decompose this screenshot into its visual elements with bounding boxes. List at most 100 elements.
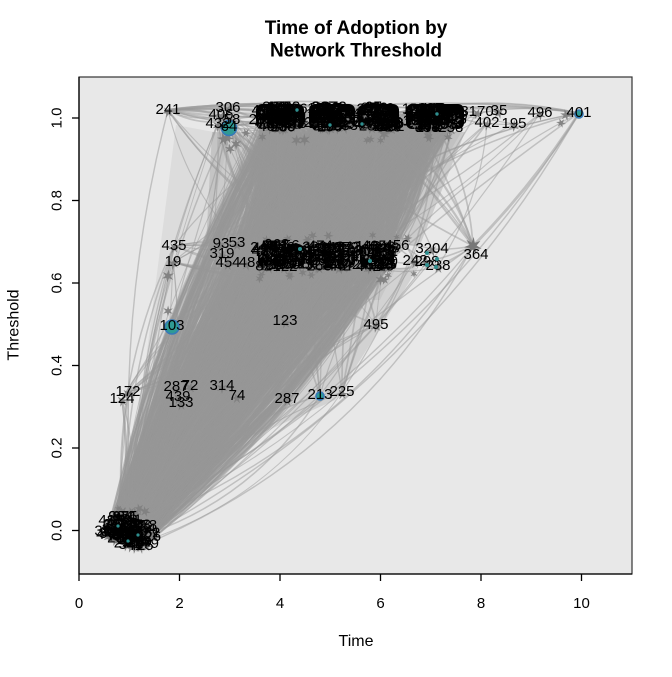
svg-text:207: 207 <box>336 111 361 128</box>
svg-text:413: 413 <box>283 246 308 263</box>
svg-text:394: 394 <box>271 251 296 268</box>
svg-text:975: 975 <box>112 508 137 525</box>
svg-text:233: 233 <box>408 101 433 118</box>
svg-text:99: 99 <box>108 508 125 525</box>
svg-text:419: 419 <box>367 112 392 129</box>
svg-text:424: 424 <box>404 103 429 120</box>
svg-text:349: 349 <box>432 109 457 126</box>
svg-text:103: 103 <box>159 317 184 334</box>
svg-text:472: 472 <box>417 118 442 135</box>
svg-text:142: 142 <box>418 105 443 122</box>
svg-text:351: 351 <box>318 102 343 119</box>
svg-text:54: 54 <box>377 248 394 265</box>
svg-text:0.6: 0.6 <box>49 273 66 294</box>
svg-text:183: 183 <box>432 116 457 133</box>
svg-text:Time of Adoption by: Time of Adoption by <box>265 18 448 39</box>
svg-text:294: 294 <box>373 116 398 133</box>
svg-text:136: 136 <box>311 248 336 265</box>
svg-text:23: 23 <box>284 99 301 116</box>
svg-text:10: 10 <box>573 595 590 612</box>
svg-text:95: 95 <box>270 118 287 135</box>
svg-text:316: 316 <box>312 118 337 135</box>
svg-text:413: 413 <box>251 102 276 119</box>
svg-text:58: 58 <box>262 238 279 255</box>
svg-text:133: 133 <box>168 394 193 411</box>
svg-text:118: 118 <box>377 116 401 133</box>
svg-text:114: 114 <box>408 106 432 123</box>
svg-text:483: 483 <box>372 104 397 121</box>
svg-text:116: 116 <box>307 243 331 260</box>
svg-text:497: 497 <box>405 109 430 126</box>
svg-text:314: 314 <box>209 377 234 394</box>
svg-text:23: 23 <box>376 256 393 273</box>
svg-text:289: 289 <box>271 119 296 136</box>
svg-text:306: 306 <box>215 99 240 116</box>
svg-text:357: 357 <box>262 238 287 255</box>
svg-text:359: 359 <box>334 239 359 256</box>
svg-text:169: 169 <box>306 105 331 122</box>
svg-text:318: 318 <box>124 533 149 550</box>
svg-text:464: 464 <box>131 521 156 538</box>
svg-text:201: 201 <box>412 105 437 122</box>
svg-text:210: 210 <box>109 526 134 543</box>
svg-text:217: 217 <box>117 524 142 541</box>
svg-text:40: 40 <box>114 525 131 542</box>
svg-text:45: 45 <box>369 253 386 270</box>
svg-text:58: 58 <box>277 244 294 261</box>
svg-text:415: 415 <box>309 118 334 135</box>
svg-text:97: 97 <box>365 98 382 115</box>
svg-text:476: 476 <box>255 114 280 131</box>
svg-text:423: 423 <box>325 247 350 264</box>
svg-text:463: 463 <box>273 101 298 118</box>
svg-text:464: 464 <box>356 104 381 121</box>
svg-text:31: 31 <box>329 245 346 262</box>
svg-text:414: 414 <box>312 115 337 132</box>
svg-text:191: 191 <box>267 108 292 125</box>
svg-text:16: 16 <box>431 112 448 129</box>
svg-text:295: 295 <box>273 111 298 128</box>
svg-text:345: 345 <box>375 106 400 123</box>
svg-text:82: 82 <box>255 258 272 275</box>
svg-text:442: 442 <box>326 258 351 275</box>
svg-text:296: 296 <box>317 119 342 136</box>
svg-text:196: 196 <box>253 103 278 120</box>
svg-text:287: 287 <box>163 378 188 395</box>
svg-text:284: 284 <box>108 508 133 525</box>
svg-text:11: 11 <box>272 99 288 116</box>
svg-text:404: 404 <box>126 533 151 550</box>
svg-text:347: 347 <box>311 99 336 116</box>
svg-text:303: 303 <box>110 521 135 538</box>
svg-text:333: 333 <box>263 243 288 260</box>
svg-text:122: 122 <box>272 258 297 275</box>
svg-text:0: 0 <box>75 595 83 612</box>
svg-text:212: 212 <box>321 114 346 131</box>
svg-text:235: 235 <box>249 111 274 128</box>
svg-text:254: 254 <box>324 102 349 119</box>
svg-text:336: 336 <box>408 111 433 128</box>
svg-text:472: 472 <box>320 101 345 118</box>
svg-text:346: 346 <box>370 239 395 256</box>
svg-text:65: 65 <box>360 99 377 116</box>
svg-text:253: 253 <box>359 117 384 134</box>
svg-text:357: 357 <box>310 111 335 128</box>
svg-text:103: 103 <box>379 115 404 132</box>
svg-text:442: 442 <box>356 258 381 275</box>
svg-text:53: 53 <box>312 249 329 266</box>
svg-text:93: 93 <box>113 511 130 528</box>
svg-text:217: 217 <box>317 100 342 117</box>
svg-text:438: 438 <box>364 115 389 132</box>
svg-text:268: 268 <box>264 236 289 253</box>
svg-text:425: 425 <box>128 537 153 554</box>
svg-text:208: 208 <box>366 111 391 128</box>
svg-text:218: 218 <box>316 103 341 120</box>
svg-text:90: 90 <box>359 245 376 262</box>
svg-text:239: 239 <box>307 246 332 263</box>
svg-text:178: 178 <box>132 517 157 534</box>
svg-text:195: 195 <box>374 118 399 135</box>
svg-text:21: 21 <box>378 110 395 127</box>
svg-text:169: 169 <box>307 100 332 117</box>
svg-text:32: 32 <box>328 251 345 268</box>
svg-text:Network Threshold: Network Threshold <box>270 41 442 62</box>
svg-text:133: 133 <box>276 105 301 122</box>
svg-text:0.2: 0.2 <box>49 438 66 459</box>
